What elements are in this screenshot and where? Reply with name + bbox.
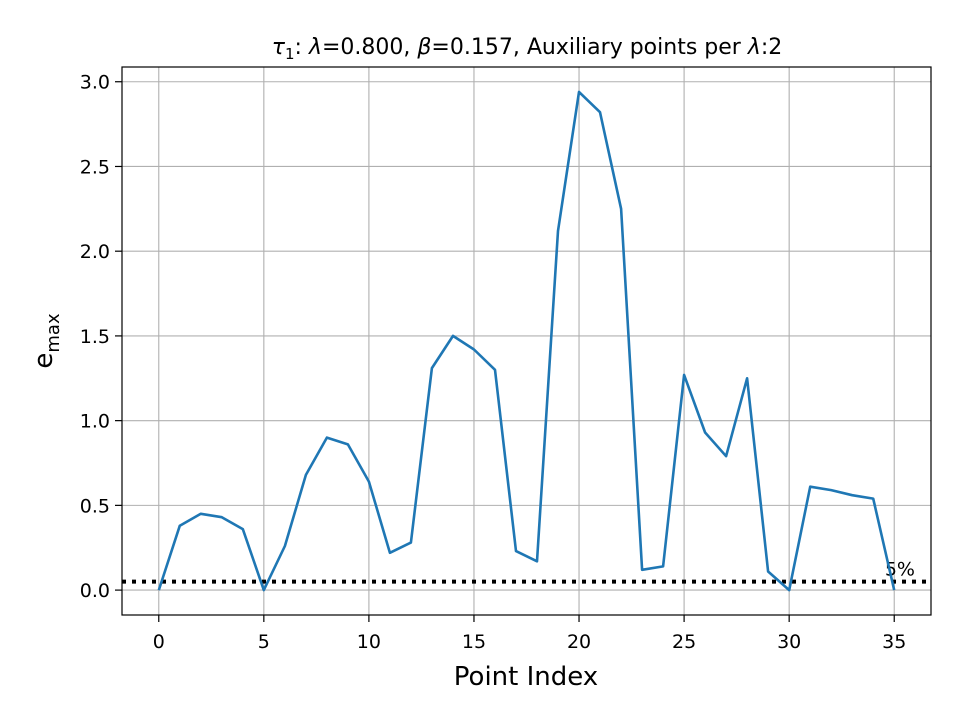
y-tick-label: 2.0 [80,241,110,263]
series-line [157,90,896,592]
x-tick-label: 20 [567,631,591,653]
x-tick-label: 25 [672,631,696,653]
y-tick-label: 1.0 [80,411,110,433]
x-tick-label: 30 [777,631,801,653]
x-tick-label: 10 [357,631,381,653]
x-tick-label: 5 [258,631,270,653]
y-ticks: 0.0 0.5 1.0 1.5 2.0 2.5 3.0 [80,72,122,602]
y-tick-label: 2.5 [80,156,110,178]
series-layer [157,90,896,592]
y-tick-label: 3.0 [80,72,110,94]
chart-title: τ1: λ=0.800, β=0.157, Auxiliary points p… [272,35,783,63]
x-axis-label: Point Index [454,662,598,692]
reference-line-layer: 5% [122,559,931,584]
y-axis-label: emax [29,313,64,369]
threshold-label: 5% [885,559,915,581]
y-tick-label: 0.5 [80,495,110,517]
x-tick-label: 15 [462,631,486,653]
plot-frame [121,66,932,616]
y-tick-label: 0.0 [80,580,110,602]
x-tick-label: 35 [882,631,906,653]
y-tick-label: 1.5 [80,326,110,348]
x-tick-label: 0 [153,631,165,653]
gridlines [122,67,931,615]
x-ticks: 0 5 10 15 20 25 30 35 [153,615,906,653]
